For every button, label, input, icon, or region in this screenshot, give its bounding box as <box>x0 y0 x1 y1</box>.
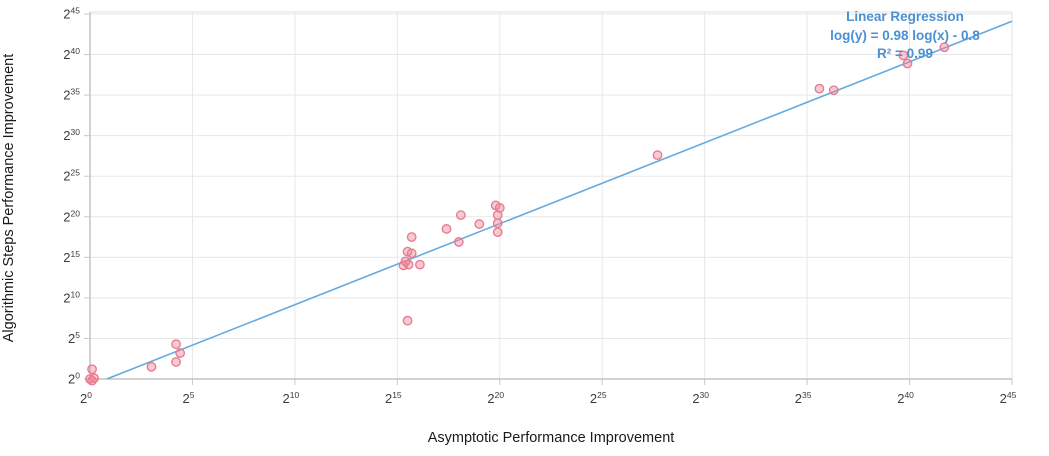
data-point <box>89 373 99 384</box>
x-tick-label: 240 <box>897 390 914 406</box>
data-point <box>492 227 503 238</box>
x-axis-title: Asymptotic Performance Improvement <box>427 430 675 446</box>
data-point <box>171 339 181 350</box>
x-tick-label: 210 <box>283 390 300 406</box>
x-tick-label: 245 <box>1000 390 1017 406</box>
data-point <box>453 237 464 247</box>
y-tick-label: 240 <box>63 46 80 62</box>
x-tick-label: 220 <box>487 390 504 406</box>
regression-annotation-equation: log(y) = 0.98 log(x) - 0.8 <box>830 28 980 43</box>
x-tick-label: 20 <box>80 390 92 406</box>
data-point <box>814 83 825 94</box>
y-tick-label: 25 <box>68 330 80 346</box>
y-tick-label: 230 <box>63 127 80 143</box>
data-point <box>171 357 181 367</box>
data-point <box>402 315 413 326</box>
x-tick-label: 225 <box>590 390 607 406</box>
regression-annotation-r2: R² = 0.99 <box>877 46 933 61</box>
data-point <box>406 248 417 259</box>
x-tick-label: 215 <box>385 390 402 406</box>
regression-line <box>106 20 1013 380</box>
x-tick-label: 230 <box>692 390 709 406</box>
data-point <box>414 259 425 270</box>
data-point <box>455 210 466 221</box>
data-point <box>146 361 157 372</box>
data-point <box>474 219 485 229</box>
y-tick-label: 245 <box>63 6 80 22</box>
y-tick-label: 220 <box>63 208 80 224</box>
x-tick-label: 235 <box>795 390 812 406</box>
y-tick-label: 215 <box>63 249 80 265</box>
data-point <box>406 232 417 242</box>
data-point <box>400 256 411 267</box>
data-point <box>652 150 663 161</box>
data-point <box>175 348 186 358</box>
data-point <box>939 42 950 53</box>
y-tick-label: 225 <box>63 168 80 184</box>
data-point <box>492 210 503 221</box>
x-tick-label: 25 <box>182 390 194 406</box>
regression-annotation-title: Linear Regression <box>846 9 964 24</box>
data-point <box>828 85 839 96</box>
y-tick-label: 210 <box>63 289 80 305</box>
data-point <box>902 58 913 69</box>
y-axis-title: Algorithmic Steps Performance Improvemen… <box>1 53 17 343</box>
data-point <box>898 50 909 61</box>
data-point <box>87 364 97 375</box>
data-point <box>492 218 503 229</box>
y-tick-label: 235 <box>63 87 80 103</box>
y-tick-label: 20 <box>68 371 80 387</box>
data-point <box>441 224 452 234</box>
